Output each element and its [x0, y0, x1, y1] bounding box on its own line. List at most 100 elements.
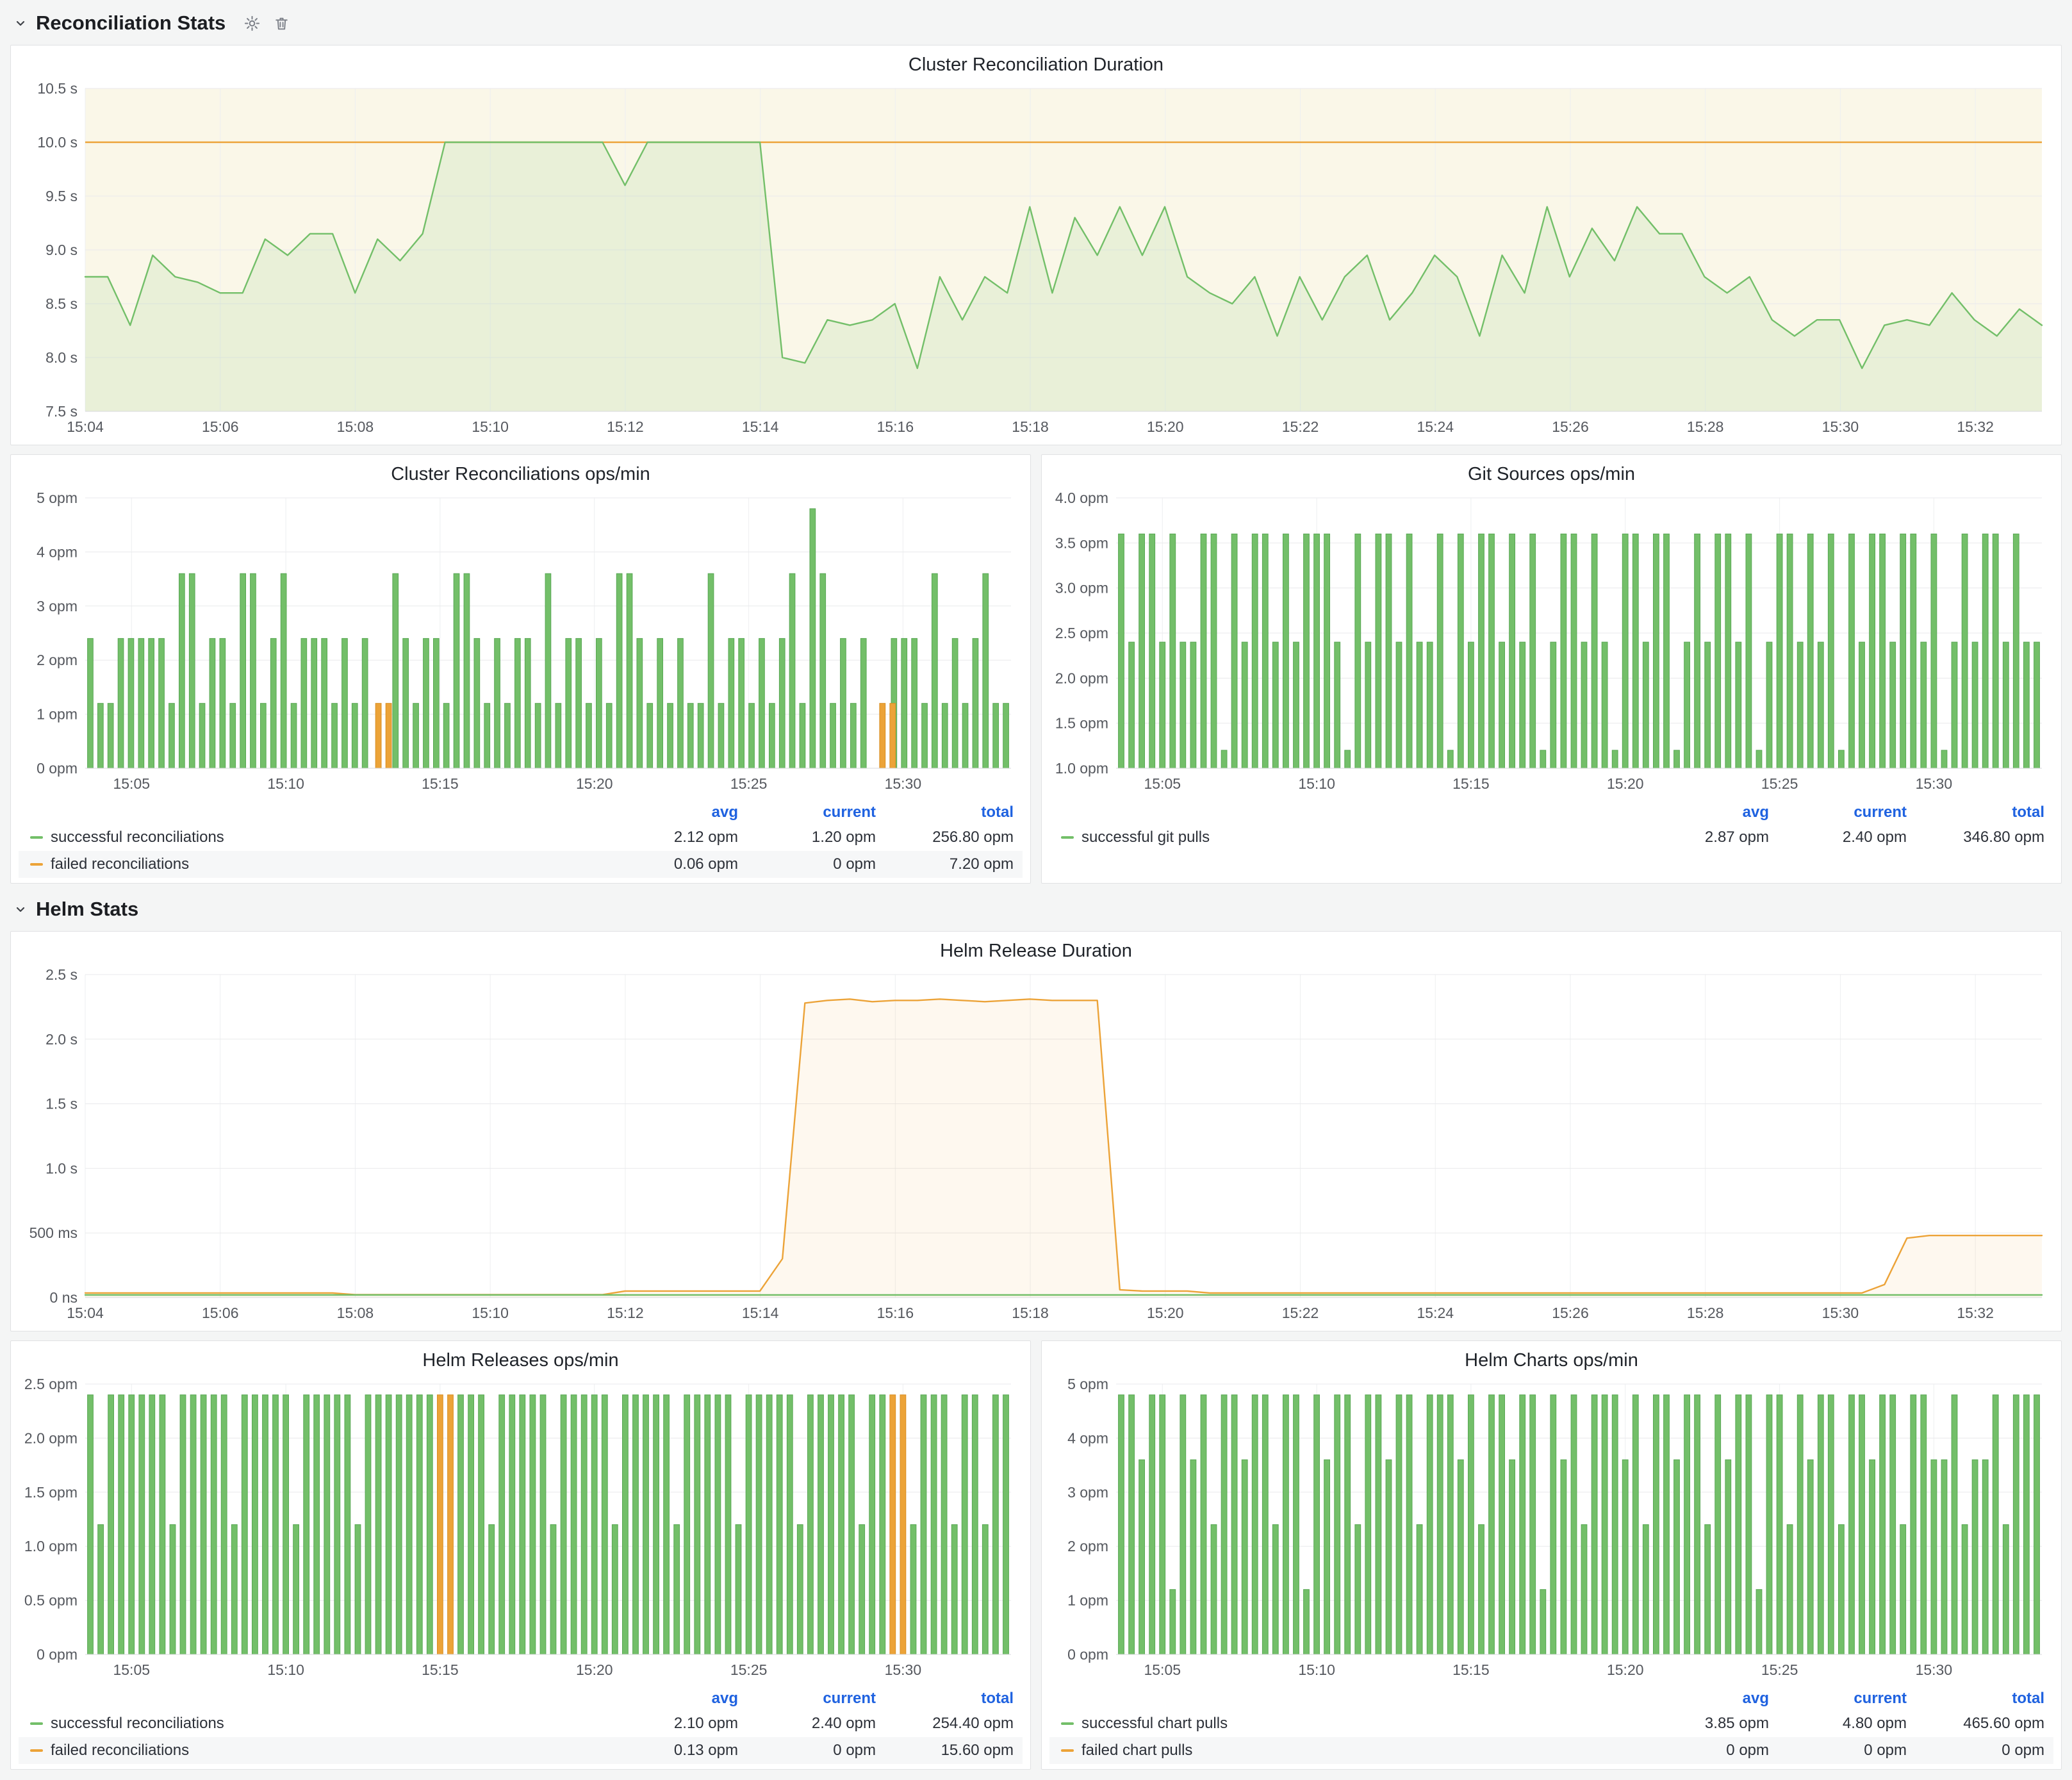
svg-text:15:04: 15:04 [67, 418, 104, 435]
svg-text:15:20: 15:20 [1607, 775, 1644, 792]
legend-value: 2.40 opm [811, 1715, 876, 1732]
legend-row: successful reconciliations 2.12 opm 1.20 o… [19, 824, 1023, 851]
legend-value: 2.12 opm [673, 828, 738, 846]
svg-text:15:32: 15:32 [1957, 1305, 1994, 1321]
svg-text:15:14: 15:14 [742, 1305, 779, 1321]
legend-header-avg[interactable]: avg [1742, 803, 1769, 821]
legend-header-total[interactable]: total [981, 1690, 1014, 1707]
chevron-down-icon[interactable] [13, 15, 28, 31]
legend: avg current total successful reconciliation… [19, 799, 1023, 878]
panel-title[interactable]: Cluster Reconciliation Duration [908, 54, 1164, 75]
panel-title[interactable]: Git Sources ops/min [1467, 464, 1636, 484]
legend-value: 0 opm [1726, 1742, 1769, 1759]
legend-value: 2.87 opm [1704, 828, 1769, 846]
legend-value: 0 opm [833, 855, 876, 873]
chart-helm-charts-opm[interactable]: 15:05 15:10 15:15 15:20 15:25 15:30 0 opm 1 opm… [1049, 1376, 2053, 1683]
series-label[interactable]: successful reconciliations [51, 1715, 224, 1732]
svg-text:10.0 s: 10.0 s [37, 134, 78, 151]
series-swatch [30, 1749, 43, 1752]
svg-text:1.0 opm: 1.0 opm [24, 1538, 78, 1554]
series-label[interactable]: successful reconciliations [51, 828, 224, 846]
legend-header-current[interactable]: current [1854, 1690, 1907, 1707]
svg-text:15:28: 15:28 [1687, 1305, 1724, 1321]
legend-row: failed chart pulls 0 opm 0 opm 0 opm [1049, 1737, 2053, 1764]
series-label[interactable]: failed reconciliations [51, 1742, 190, 1759]
legend-row: successful git pulls 2.87 opm 2.40 opm 346.… [1049, 824, 2053, 851]
series-swatch [1061, 1722, 1074, 1725]
svg-text:15:20: 15:20 [576, 775, 613, 792]
svg-text:15:15: 15:15 [1452, 1661, 1490, 1678]
panel-title[interactable]: Helm Releases ops/min [422, 1350, 619, 1371]
svg-text:15:06: 15:06 [202, 1305, 239, 1321]
panel-helm-releases-opm: Helm Releases ops/min 15:05 15:10 15:15 15:… [10, 1340, 1031, 1770]
svg-text:9.0 s: 9.0 s [45, 242, 78, 258]
svg-text:2.5 opm: 2.5 opm [1055, 625, 1108, 641]
svg-text:15:05: 15:05 [113, 775, 150, 792]
panel-title[interactable]: Cluster Reconciliations ops/min [391, 464, 650, 484]
legend-header-current[interactable]: current [823, 1690, 876, 1707]
panel-title[interactable]: Helm Release Duration [940, 941, 1132, 961]
svg-text:15:28: 15:28 [1687, 418, 1724, 435]
legend-header-avg[interactable]: avg [711, 803, 738, 821]
panel-helm-release-duration: Helm Release Duration 15:04 15:06 15:08 15:… [10, 931, 2062, 1331]
svg-text:2.5 opm: 2.5 opm [24, 1376, 78, 1392]
svg-text:15:30: 15:30 [1822, 1305, 1859, 1321]
svg-text:15:24: 15:24 [1417, 1305, 1454, 1321]
row-title[interactable]: Helm Stats [36, 898, 139, 920]
legend-value: 0 opm [1864, 1742, 1907, 1759]
svg-text:15:25: 15:25 [1761, 775, 1798, 792]
legend-header-row: avg current total [1049, 799, 2053, 824]
series-label[interactable]: failed reconciliations [51, 855, 190, 873]
panel-git-sources-opm: Git Sources ops/min 15:05 15:10 15:15 15:20… [1041, 454, 2062, 884]
svg-text:0 opm: 0 opm [1067, 1646, 1108, 1663]
svg-text:15:25: 15:25 [1761, 1661, 1798, 1678]
svg-text:8.0 s: 8.0 s [45, 349, 78, 366]
svg-text:15:08: 15:08 [337, 418, 374, 435]
svg-text:2 opm: 2 opm [1067, 1538, 1108, 1554]
chart-helm-release-duration[interactable]: 15:04 15:06 15:08 15:10 15:12 15:14 15:16 15:18… [19, 967, 2053, 1326]
legend-header-total[interactable]: total [2012, 1690, 2044, 1707]
legend-value: 465.60 opm [1963, 1715, 2044, 1732]
svg-text:15:20: 15:20 [1147, 418, 1184, 435]
legend-value: 0 opm [833, 1742, 876, 1759]
gear-icon[interactable] [243, 15, 261, 32]
svg-text:2.0 opm: 2.0 opm [1055, 670, 1108, 686]
panel-title[interactable]: Helm Charts ops/min [1465, 1350, 1638, 1371]
svg-text:15:22: 15:22 [1282, 418, 1319, 435]
chart-cluster-reconciliations-opm[interactable]: 15:05 15:10 15:15 15:20 15:25 15:30 0 opm 1 opm… [19, 490, 1023, 796]
svg-text:15:10: 15:10 [267, 1661, 304, 1678]
chevron-down-icon[interactable] [13, 902, 28, 917]
trash-icon[interactable] [274, 15, 290, 32]
svg-text:3 opm: 3 opm [37, 598, 78, 614]
svg-text:8.5 s: 8.5 s [45, 295, 78, 312]
series-label[interactable]: successful git pulls [1081, 828, 1210, 846]
legend-header-avg[interactable]: avg [1742, 1690, 1769, 1707]
series-label[interactable]: failed chart pulls [1081, 1742, 1193, 1759]
svg-text:15:26: 15:26 [1552, 418, 1589, 435]
legend: avg current total successful git pulls 2.87 … [1049, 799, 2053, 851]
series-label[interactable]: successful chart pulls [1081, 1715, 1228, 1732]
legend-header-total[interactable]: total [2012, 803, 2044, 821]
row-header-reconciliation-stats[interactable]: Reconciliation Stats [10, 6, 2062, 36]
legend-header-current[interactable]: current [1854, 803, 1907, 821]
chart-git-sources-opm[interactable]: 15:05 15:10 15:15 15:20 15:25 15:30 1.0 opm 1.5… [1049, 490, 2053, 796]
svg-text:15:10: 15:10 [1298, 775, 1335, 792]
legend-header-total[interactable]: total [981, 803, 1014, 821]
svg-text:1.5 opm: 1.5 opm [1055, 715, 1108, 732]
svg-text:2.5 s: 2.5 s [45, 967, 78, 983]
legend-row: successful chart pulls 3.85 opm 4.80 opm 46… [1049, 1710, 2053, 1737]
chart-cluster-reconciliation-duration[interactable]: 15:04 15:06 15:08 15:10 15:12 15:14 15:16 15:18… [19, 81, 2053, 440]
legend-value: 4.80 opm [1842, 1715, 1907, 1732]
svg-text:5 opm: 5 opm [1067, 1376, 1108, 1392]
legend-header-row: avg current total [19, 799, 1023, 824]
svg-text:1.0 s: 1.0 s [45, 1160, 78, 1176]
svg-text:15:15: 15:15 [1452, 775, 1490, 792]
svg-text:15:08: 15:08 [337, 1305, 374, 1321]
row-header-helm-stats[interactable]: Helm Stats [10, 893, 2062, 922]
legend-header-avg[interactable]: avg [711, 1690, 738, 1707]
row-title[interactable]: Reconciliation Stats [36, 12, 226, 34]
legend-header-current[interactable]: current [823, 803, 876, 821]
chart-helm-releases-opm[interactable]: 15:05 15:10 15:15 15:20 15:25 15:30 0 opm 0.5 o… [19, 1376, 1023, 1683]
legend-value: 2.10 opm [673, 1715, 738, 1732]
svg-text:15:30: 15:30 [885, 1661, 922, 1678]
